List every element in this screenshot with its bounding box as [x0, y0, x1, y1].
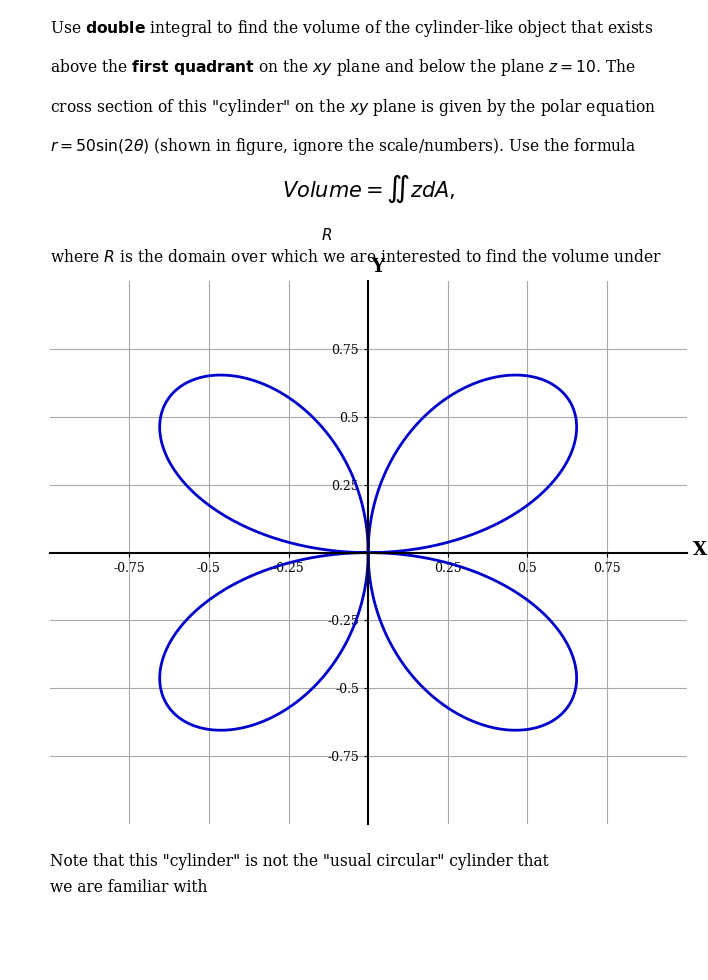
Text: Note that this "cylinder" is not the "usual circular" cylinder that
we are famil: Note that this "cylinder" is not the "us… — [50, 854, 548, 897]
Text: $r = 50\sin(2\theta)$ (shown in figure, ignore the scale/numbers). Use the formu: $r = 50\sin(2\theta)$ (shown in figure, … — [50, 136, 636, 157]
Text: cross section of this "cylinder" on the $xy$ plane is given by the polar equatio: cross section of this "cylinder" on the … — [50, 97, 656, 118]
Text: $\mathit{Volume} = \iint zdA,$: $\mathit{Volume} = \iint zdA,$ — [282, 172, 455, 205]
Text: $R$: $R$ — [321, 227, 332, 243]
Text: X: X — [693, 541, 707, 559]
Text: the surface $z$. $\bf{Sketch\ the\ region}$ $R$ $\bf{before\ doing\ the\ integra: the surface $z$. $\bf{Sketch\ the\ regio… — [50, 288, 622, 308]
Text: above the $\bf{first\ quadrant}$ on the $xy$ plane and below the plane $z = 10$.: above the $\bf{first\ quadrant}$ on the … — [50, 57, 635, 78]
Text: Use $\bf{double}$ integral to find the volume of the cylinder-like object that e: Use $\bf{double}$ integral to find the v… — [50, 18, 653, 39]
Text: Y: Y — [371, 258, 384, 275]
Text: $\bf{polar}$ coordinates, $dA = rdrd\theta$): $\bf{polar}$ coordinates, $dA = rdrd\the… — [50, 327, 290, 347]
Text: where $R$ is the domain over which we are interested to find the volume under: where $R$ is the domain over which we ar… — [50, 249, 662, 266]
